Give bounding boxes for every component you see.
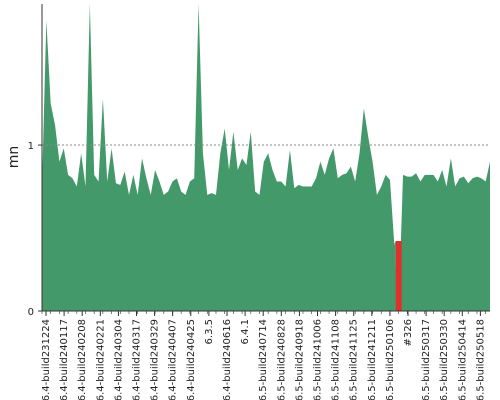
x-tick-label: 6.5-build240714 xyxy=(258,319,269,400)
x-tick-label: 6.4-build240329 xyxy=(150,319,161,400)
x-tick-label: 6.5-build241006 xyxy=(313,319,324,400)
x-tick-label: 6.4-build231224 xyxy=(41,319,52,400)
x-tick-label: 6.4-build240425 xyxy=(186,319,197,400)
x-tick-label: 6.3.5 xyxy=(204,319,215,344)
area-series xyxy=(42,4,490,311)
x-tick-label: 6.5-build250106 xyxy=(385,319,396,400)
x-tick-label: 6.5-build240918 xyxy=(294,319,305,400)
y-tick-label: 0 xyxy=(28,307,34,318)
x-tick-label: 6.5-build250518 xyxy=(475,319,486,400)
x-tick-label: 6.4.1 xyxy=(240,319,251,344)
x-tick-label: 6.4-build240407 xyxy=(168,319,179,400)
x-tick-label: 6.4-build240117 xyxy=(59,319,70,400)
x-tick-label: 6.5-build240828 xyxy=(276,319,287,400)
x-tick-label: 6.5-build241125 xyxy=(349,319,360,400)
anomaly-tip xyxy=(395,241,402,311)
x-tick-label: 6.4-build240317 xyxy=(132,319,143,400)
x-tick-label: 6.4-build240616 xyxy=(222,319,233,400)
x-tick-label: 6.4-build240208 xyxy=(77,319,88,400)
x-tick-label: 6.5-build250317 xyxy=(421,319,432,400)
x-tick-label: 6.4-build240304 xyxy=(113,319,124,400)
x-tick-label: #326 xyxy=(403,319,414,346)
x-tick-label: 6.5-build241108 xyxy=(331,319,342,400)
area-dip-fill xyxy=(394,241,396,311)
x-tick-label: 6.5-build241211 xyxy=(367,319,378,400)
x-tick-label: 6.5-build250414 xyxy=(457,319,468,400)
y-tick-label: 1 xyxy=(28,141,34,152)
x-tick-label: 6.4-build240221 xyxy=(95,319,106,400)
y-axis-label: mn xyxy=(6,146,22,169)
x-tick-label: 6.5-build250330 xyxy=(439,319,450,400)
